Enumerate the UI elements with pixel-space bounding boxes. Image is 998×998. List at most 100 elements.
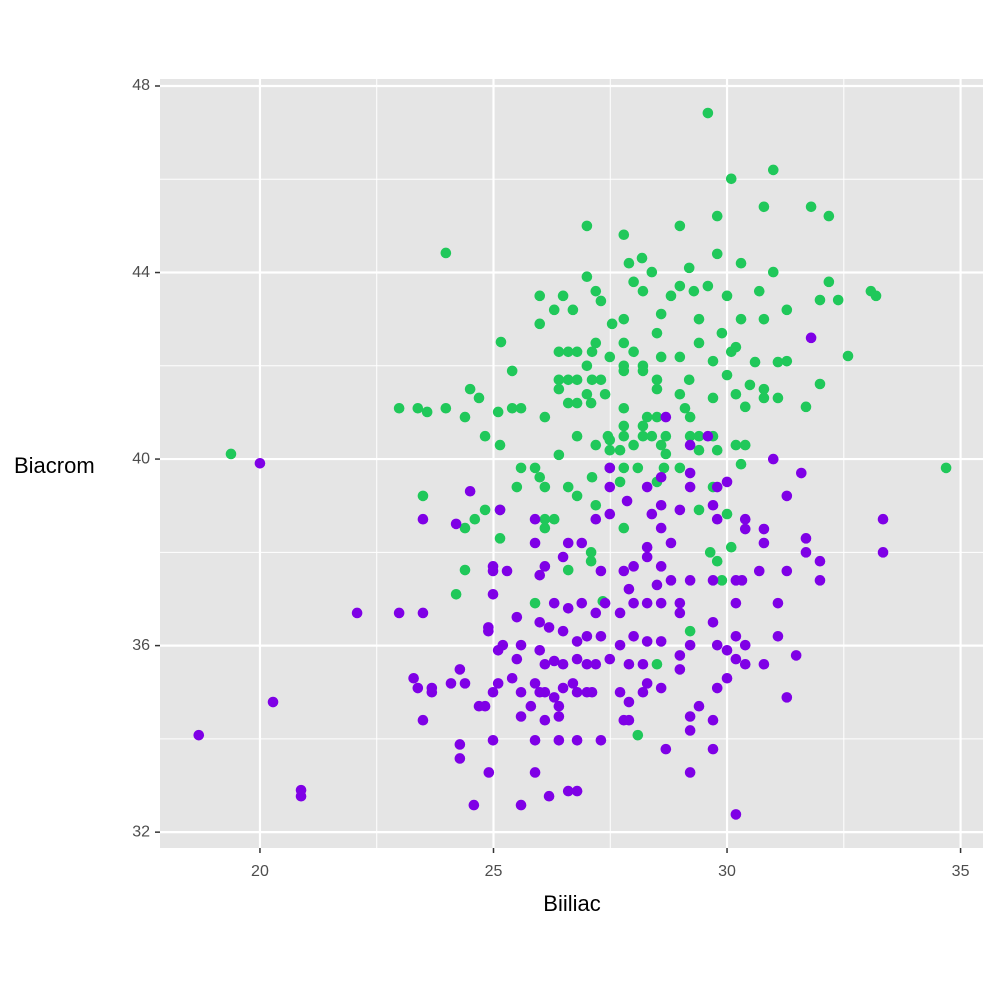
point xyxy=(655,522,667,534)
point xyxy=(688,285,700,297)
point xyxy=(548,304,560,316)
point xyxy=(730,809,742,820)
point xyxy=(758,523,770,535)
point xyxy=(707,499,719,511)
point xyxy=(543,790,555,802)
point xyxy=(515,686,527,698)
point xyxy=(632,462,644,474)
point xyxy=(585,397,597,409)
point xyxy=(711,682,723,694)
point xyxy=(800,533,812,544)
point xyxy=(553,346,565,358)
point xyxy=(469,513,481,525)
point xyxy=(877,513,889,525)
point xyxy=(515,462,527,474)
point xyxy=(515,799,527,811)
point xyxy=(539,481,551,493)
point xyxy=(744,379,756,391)
point xyxy=(646,266,658,278)
point xyxy=(655,682,667,694)
point xyxy=(534,471,546,483)
point xyxy=(487,561,499,572)
point xyxy=(632,729,644,741)
point xyxy=(581,686,593,698)
y-axis-title: Biacrom xyxy=(14,453,95,478)
point xyxy=(651,327,663,339)
point xyxy=(739,439,751,451)
point xyxy=(684,725,696,736)
point xyxy=(735,458,747,470)
point xyxy=(651,658,663,670)
point xyxy=(749,356,761,368)
point xyxy=(548,655,560,667)
point xyxy=(351,607,363,619)
point xyxy=(571,653,583,665)
point xyxy=(721,644,733,656)
point xyxy=(684,467,696,479)
point xyxy=(758,658,770,670)
point xyxy=(702,107,714,119)
point xyxy=(758,201,770,213)
point xyxy=(534,644,546,656)
point xyxy=(599,597,611,609)
point xyxy=(721,369,733,381)
point xyxy=(637,420,649,432)
point xyxy=(772,392,784,404)
point xyxy=(506,672,518,684)
point xyxy=(707,355,719,367)
y-tick-label: 40 xyxy=(132,450,150,467)
point xyxy=(393,607,405,619)
point xyxy=(693,700,705,712)
point xyxy=(674,650,686,661)
point xyxy=(595,565,607,577)
point xyxy=(225,448,237,460)
point xyxy=(487,589,499,600)
point xyxy=(495,336,507,348)
point xyxy=(553,711,565,722)
point xyxy=(814,575,826,586)
point xyxy=(623,583,635,595)
point xyxy=(421,406,433,418)
point xyxy=(590,607,602,619)
point xyxy=(739,513,751,525)
point xyxy=(417,714,429,726)
point xyxy=(618,522,630,534)
point xyxy=(562,346,574,358)
point xyxy=(674,462,686,474)
point xyxy=(618,337,630,349)
point xyxy=(651,579,663,591)
point xyxy=(562,785,574,797)
point xyxy=(604,434,616,446)
point xyxy=(628,597,639,609)
point xyxy=(525,700,537,712)
point xyxy=(693,444,705,456)
point xyxy=(665,290,677,302)
point xyxy=(586,471,598,483)
y-tick-label: 36 xyxy=(132,637,150,654)
point xyxy=(704,547,716,558)
point xyxy=(562,564,574,576)
point xyxy=(599,388,611,400)
point xyxy=(628,439,639,451)
point xyxy=(735,313,747,325)
point xyxy=(739,658,751,670)
point xyxy=(492,406,504,418)
point xyxy=(711,210,723,222)
point xyxy=(440,402,452,414)
point xyxy=(637,285,649,297)
point xyxy=(721,508,733,520)
point xyxy=(581,658,593,670)
point xyxy=(618,313,630,325)
point xyxy=(823,210,835,222)
point xyxy=(655,439,667,451)
point xyxy=(571,734,583,746)
point xyxy=(543,622,555,633)
point xyxy=(529,513,541,525)
point xyxy=(637,365,649,377)
point xyxy=(417,490,429,502)
point xyxy=(454,739,466,750)
point xyxy=(614,476,626,488)
point xyxy=(658,462,670,474)
point xyxy=(483,767,495,778)
y-tick-label: 48 xyxy=(132,77,150,94)
